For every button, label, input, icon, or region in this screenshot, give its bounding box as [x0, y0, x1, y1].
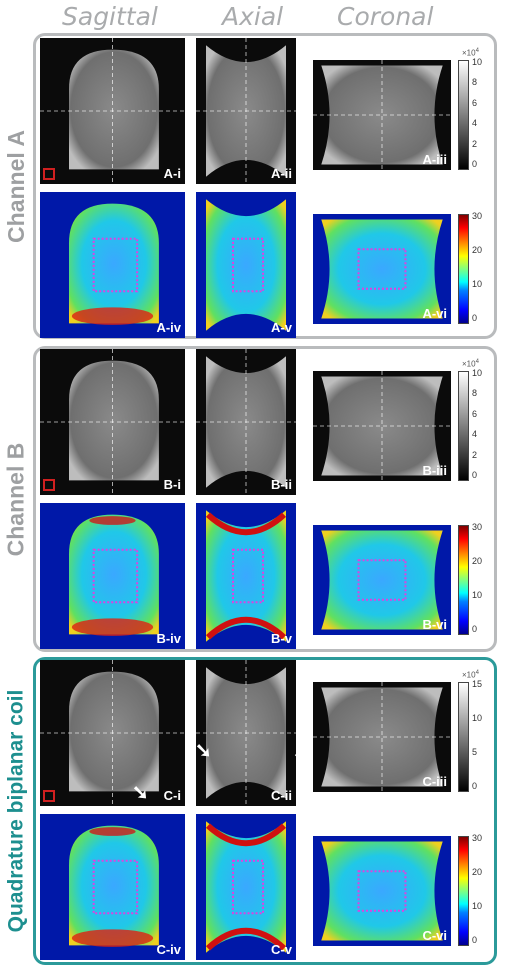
panel-label: A-i	[163, 166, 181, 181]
colorbar-tick-label: 6	[472, 408, 478, 419]
panel-label: B-iii	[422, 463, 447, 478]
colorbar-exponent: ×104	[462, 359, 479, 369]
channel-b-frame	[33, 346, 497, 652]
snr-map-c-v: C-v	[196, 814, 296, 960]
colorbar-tick-label: 30	[472, 211, 483, 221]
grayscale-colorbar	[458, 60, 469, 170]
colorbar-tick-label: 0	[472, 313, 478, 323]
snr-map-a-iv: A-iv	[40, 192, 185, 338]
magnitude-image-a-ii: A-ii	[196, 38, 296, 184]
colorbar-tick-label: 8	[472, 77, 478, 88]
colorbar-tick-label: 0	[472, 935, 478, 945]
channel-a-label: Channel A	[2, 129, 29, 243]
arrow-icon: ➚	[293, 740, 310, 762]
magnitude-image-b-iii: B-iii	[313, 371, 451, 481]
marker-square	[43, 168, 55, 180]
panel-label: B-i	[163, 477, 181, 492]
colorbar-tick-label: 2	[472, 449, 478, 460]
snr-map-a-v: A-v	[196, 192, 296, 338]
colorbar-tick-label: 2	[472, 138, 478, 149]
colorbar-tick-label: 6	[472, 97, 478, 108]
colorbar-tick-label: 0	[472, 159, 478, 169]
magnitude-image-c-iii: C-iii	[313, 682, 451, 792]
panel-label: A-v	[271, 320, 292, 335]
marker-square	[43, 479, 55, 491]
colorbar-tick-label: 10	[472, 901, 483, 911]
colorbar-tick-label: 30	[472, 522, 483, 532]
panel-label: B-ii	[271, 477, 292, 492]
quadrature-label: Quadrature biplanar coil	[4, 689, 28, 933]
magnitude-image-b-i: B-i	[40, 349, 185, 495]
panel-label: C-ii	[271, 788, 292, 803]
magnitude-image-c-ii: C-ii	[196, 660, 296, 806]
colorbar-tick-label: 4	[472, 118, 478, 129]
colorbar-tick-label: 5	[472, 747, 478, 757]
panel-label: C-iv	[156, 942, 181, 957]
colorbar-tick-label: 10	[472, 713, 483, 723]
panel-label: C-i	[163, 788, 181, 803]
header-sagittal: Sagittal	[62, 2, 158, 31]
colorbar-tick-label: 0	[472, 470, 478, 480]
snr-map-b-vi: B-vi	[313, 525, 451, 635]
colorbar-tick-label: 10	[472, 590, 483, 600]
quadrature-frame	[33, 657, 497, 965]
panel-label: C-vi	[422, 928, 447, 943]
panel-label: A-ii	[271, 166, 292, 181]
panel-label: A-iv	[156, 320, 181, 335]
jet-colorbar	[458, 836, 469, 946]
colorbar-tick-label: 30	[472, 833, 483, 843]
colorbar-tick-label: 10	[472, 57, 483, 67]
jet-colorbar	[458, 214, 469, 324]
jet-colorbar	[458, 525, 469, 635]
colorbar-exponent: ×104	[462, 670, 479, 680]
colorbar-tick-label: 20	[472, 556, 483, 566]
snr-map-c-iv: C-iv	[40, 814, 185, 960]
snr-map-a-vi: A-vi	[313, 214, 451, 324]
panel-label: C-iii	[422, 774, 447, 789]
arrow-icon: ➘	[195, 740, 212, 762]
grayscale-colorbar	[458, 682, 469, 792]
panel-label: C-v	[271, 942, 292, 957]
panel-label: A-vi	[422, 306, 447, 321]
colorbar-tick-label: 15	[472, 679, 483, 689]
colorbar-tick-label: 10	[472, 368, 483, 378]
panel-label: A-iii	[422, 152, 447, 167]
magnitude-image-b-ii: B-ii	[196, 349, 296, 495]
colorbar-tick-label: 10	[472, 279, 483, 289]
colorbar-tick-label: 20	[472, 867, 483, 877]
arrow-icon: ➘	[132, 782, 149, 804]
snr-map-c-vi: C-vi	[313, 836, 451, 946]
snr-map-b-iv: B-iv	[40, 503, 185, 649]
colorbar-exponent: ×104	[462, 48, 479, 58]
marker-square	[43, 790, 55, 802]
magnitude-image-a-iii: A-iii	[313, 60, 451, 170]
colorbar-tick-label: 0	[472, 781, 478, 791]
colorbar-tick-label: 20	[472, 245, 483, 255]
magnitude-image-a-i: A-i	[40, 38, 185, 184]
channel-b-label: Channel B	[2, 442, 29, 556]
magnitude-image-c-i: C-i	[40, 660, 185, 806]
colorbar-tick-label: 8	[472, 388, 478, 399]
header-coronal: Coronal	[337, 2, 434, 31]
colorbar-tick-label: 0	[472, 624, 478, 634]
colorbar-tick-label: 4	[472, 429, 478, 440]
header-axial: Axial	[222, 2, 284, 31]
panel-label: B-v	[271, 631, 292, 646]
snr-map-b-v: B-v	[196, 503, 296, 649]
panel-label: B-vi	[422, 617, 447, 632]
panel-label: B-iv	[156, 631, 181, 646]
grayscale-colorbar	[458, 371, 469, 481]
